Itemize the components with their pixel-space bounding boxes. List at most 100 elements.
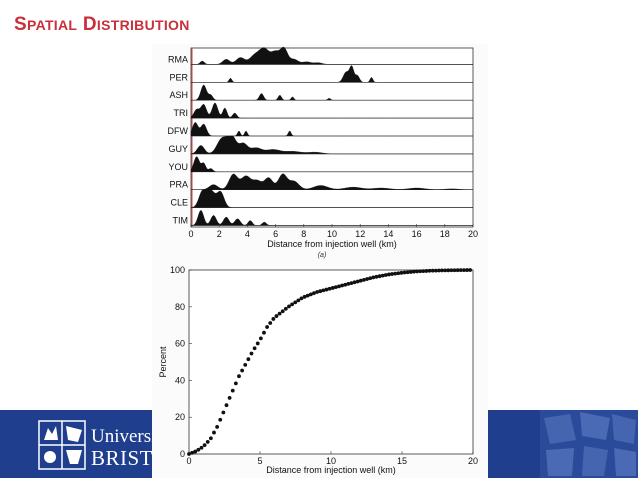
row-label-cle: CLE (170, 198, 188, 208)
y-tick-label: 20 (175, 412, 185, 422)
data-point (362, 277, 366, 282)
data-point (193, 449, 198, 454)
data-point (221, 410, 226, 415)
data-point (430, 268, 435, 273)
data-point (287, 304, 291, 309)
data-point (399, 270, 404, 275)
distribution-you (190, 156, 473, 172)
data-point (218, 417, 223, 422)
distribution-dfw (190, 122, 473, 137)
logo-line-1: Universit (91, 426, 162, 447)
data-point (324, 287, 329, 292)
row-label-per: PER (169, 72, 188, 82)
data-point (433, 268, 438, 273)
data-point (190, 450, 195, 455)
figure-panel: RMA PER ASH TRI DFW GUY YOU PRA CLE TIM 0 2 4 6 8 10 12 1… (152, 44, 488, 478)
distribution-guy (190, 135, 473, 155)
data-point (299, 296, 304, 301)
logo-line-2: BRIST (91, 446, 154, 470)
x-axis-label: Distance from injection well (km) (266, 465, 396, 475)
y-tick-label: 40 (175, 375, 185, 385)
data-point (405, 270, 410, 275)
data-point (199, 445, 204, 450)
x-tick-label: 10 (326, 456, 336, 466)
distribution-ash (191, 84, 473, 101)
data-point (227, 396, 232, 400)
x-tick-label: 4 (245, 229, 250, 239)
data-point (418, 269, 423, 274)
data-point (293, 300, 298, 305)
data-point (240, 368, 245, 373)
data-point (468, 268, 473, 272)
data-point (246, 357, 251, 362)
data-point (337, 284, 341, 289)
data-point (280, 309, 285, 314)
data-point (374, 274, 379, 279)
data-point (358, 278, 363, 283)
data-point (340, 283, 344, 288)
data-point (296, 298, 301, 303)
data-point (215, 425, 220, 429)
figure-caption: (a) (318, 252, 327, 259)
data-point (230, 388, 235, 393)
row-label-rma: RMA (168, 54, 188, 64)
row-label-ash: ASH (169, 90, 188, 100)
data-point (258, 336, 263, 341)
y-axis-label: Percent (158, 346, 168, 378)
row-label-tim: TIM (173, 216, 189, 226)
crest-watermark-icon (540, 410, 638, 478)
data-point (458, 268, 463, 273)
data-point (421, 269, 426, 273)
data-point (465, 268, 469, 272)
data-point (268, 321, 273, 325)
x-tick-label: 8 (301, 229, 306, 239)
x-tick-label: 20 (468, 456, 478, 466)
x-tick-label: 10 (327, 229, 337, 239)
y-tick-label: 60 (175, 339, 185, 349)
data-point (205, 440, 210, 444)
data-point (424, 269, 429, 273)
data-point (321, 288, 326, 293)
data-point (327, 286, 332, 291)
data-point (274, 314, 279, 318)
x-axis-label: Distance from injection well (km) (267, 239, 397, 249)
data-point (387, 272, 391, 277)
x-tick-label: 5 (257, 456, 262, 466)
data-point (343, 282, 348, 287)
data-point (312, 291, 316, 296)
data-point (346, 282, 351, 286)
y-tick-label: 80 (175, 302, 185, 312)
data-point (462, 268, 466, 273)
data-point (440, 268, 444, 273)
data-point (368, 276, 373, 281)
data-point (355, 279, 360, 284)
x-tick-label: 0 (188, 229, 193, 239)
data-point (365, 277, 369, 281)
x-tick-label: 20 (468, 229, 478, 239)
data-point (427, 268, 432, 273)
x-tick-label: 18 (440, 229, 450, 239)
data-point (455, 268, 460, 273)
data-point (202, 443, 207, 448)
data-point (443, 268, 448, 273)
x-tick-label: 16 (412, 229, 422, 239)
data-point (277, 311, 282, 316)
data-point (255, 341, 260, 346)
x-tick-label: 12 (355, 229, 365, 239)
data-point (415, 269, 419, 274)
data-point (302, 294, 307, 299)
data-point (349, 281, 354, 285)
data-point (330, 286, 335, 290)
data-point (393, 271, 398, 276)
data-point (208, 436, 213, 441)
data-point (402, 270, 407, 275)
row-label-you: YOU (168, 162, 188, 172)
data-point (243, 362, 248, 367)
distribution-tri (190, 102, 473, 119)
row-label-guy: GUY (168, 144, 188, 154)
y-tick-label: 100 (170, 265, 185, 275)
data-point (352, 280, 357, 285)
distribution-rma (191, 46, 473, 65)
data-point (262, 330, 266, 335)
data-point (196, 447, 201, 452)
